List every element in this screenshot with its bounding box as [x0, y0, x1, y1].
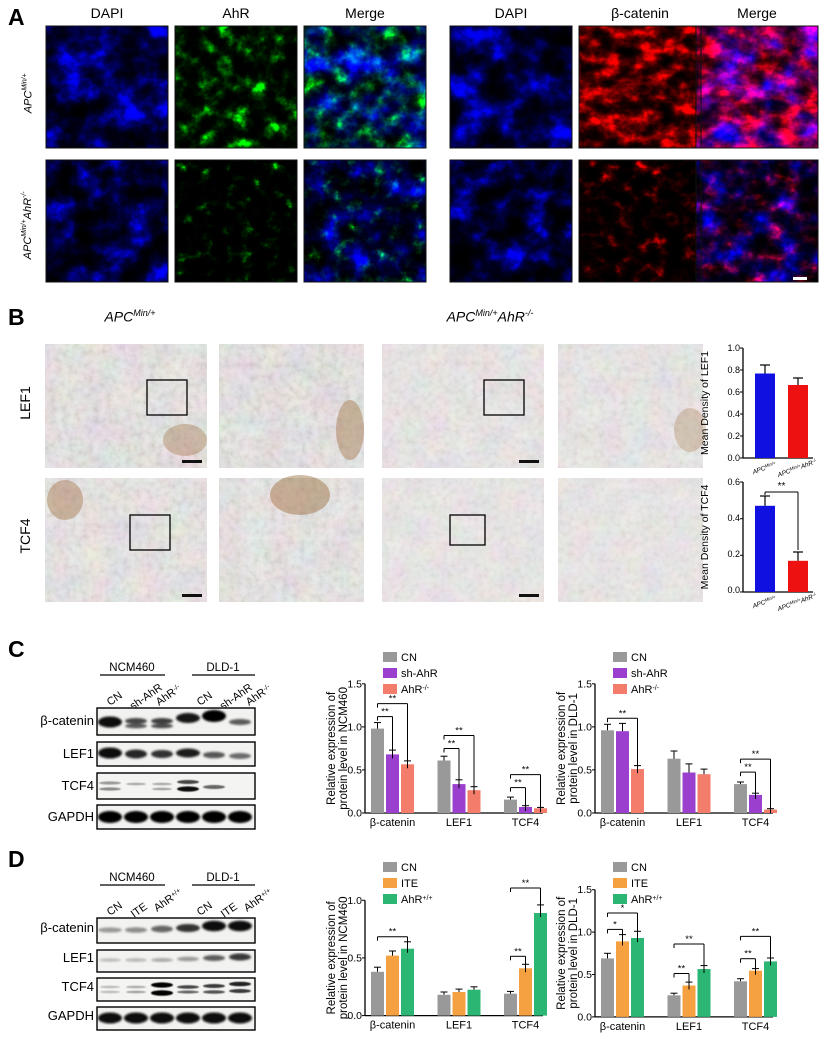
- svg-text:0.4: 0.4: [727, 409, 740, 419]
- svg-text:ITE: ITE: [401, 878, 418, 890]
- svg-text:0.6: 0.6: [727, 387, 740, 397]
- svg-text:Mean Density of TCF4: Mean Density of TCF4: [699, 484, 711, 589]
- svg-text:**: **: [678, 964, 686, 975]
- svg-text:β-catenin: β-catenin: [40, 713, 94, 728]
- svg-text:sh-AhR: sh-AhR: [401, 668, 438, 680]
- svg-text:LEF1: LEF1: [446, 817, 472, 829]
- svg-text:1.0: 1.0: [727, 343, 740, 353]
- svg-text:Relative expression of: Relative expression of: [556, 691, 568, 805]
- svg-text:APCMin/+: APCMin/+: [750, 594, 777, 611]
- svg-text:β-catenin: β-catenin: [370, 1020, 415, 1032]
- svg-text:1.5: 1.5: [577, 678, 592, 690]
- svg-text:APCMin/+AhR-/-: APCMin/+AhR-/-: [775, 591, 816, 614]
- svg-text:1.5: 1.5: [577, 884, 592, 896]
- svg-text:GAPDH: GAPDH: [48, 809, 94, 824]
- svg-text:LEF1: LEF1: [676, 1021, 702, 1033]
- svg-text:**: **: [455, 726, 463, 737]
- svg-text:0.0: 0.0: [727, 585, 740, 595]
- svg-text:CN: CN: [631, 862, 647, 874]
- svg-text:**: **: [381, 707, 389, 718]
- svg-text:CN: CN: [195, 899, 215, 918]
- svg-text:**: **: [389, 927, 397, 938]
- svg-text:CN: CN: [105, 899, 125, 918]
- svg-text:0.0: 0.0: [577, 808, 592, 820]
- svg-text:DLD-1: DLD-1: [206, 662, 239, 674]
- svg-text:**: **: [514, 946, 522, 957]
- svg-text:*: *: [621, 903, 625, 914]
- svg-text:**: **: [685, 934, 693, 945]
- svg-text:CN: CN: [195, 689, 215, 708]
- svg-text:**: **: [389, 694, 397, 705]
- svg-text:GAPDH: GAPDH: [48, 1008, 94, 1023]
- svg-text:CN: CN: [105, 689, 125, 708]
- svg-text:**: **: [744, 949, 752, 960]
- svg-text:Relative expression of: Relative expression of: [556, 896, 568, 1010]
- svg-text:0.4: 0.4: [727, 513, 740, 523]
- svg-text:**: **: [522, 765, 530, 776]
- svg-text:ITE: ITE: [631, 878, 648, 890]
- svg-text:protein level in DLD-1: protein level in DLD-1: [568, 693, 580, 804]
- svg-text:**: **: [744, 762, 752, 773]
- svg-text:β-catenin: β-catenin: [40, 920, 94, 935]
- svg-text:AhR+/+: AhR+/+: [401, 894, 433, 906]
- svg-text:**: **: [619, 708, 627, 719]
- svg-text:0.2: 0.2: [727, 549, 740, 559]
- svg-text:TCF4: TCF4: [742, 817, 770, 829]
- svg-text:**: **: [752, 926, 760, 937]
- svg-text:sh-AhR: sh-AhR: [631, 668, 668, 680]
- svg-text:Mean Density of LEF1: Mean Density of LEF1: [699, 351, 711, 455]
- svg-text:TCF4: TCF4: [512, 1020, 540, 1032]
- svg-text:AhR-/-: AhR-/-: [401, 684, 430, 696]
- svg-text:LEF1: LEF1: [63, 746, 94, 761]
- svg-text:AhR-/-: AhR-/-: [631, 684, 660, 696]
- svg-text:protein level in DLD-1: protein level in DLD-1: [568, 898, 580, 1009]
- svg-text:TCF4: TCF4: [512, 817, 540, 829]
- svg-text:0.0: 0.0: [577, 1011, 592, 1023]
- svg-text:DLD-1: DLD-1: [206, 872, 239, 884]
- svg-text:Relative expression of: Relative expression of: [326, 691, 338, 805]
- svg-text:NCM460: NCM460: [109, 872, 154, 884]
- svg-text:AhR+/+: AhR+/+: [631, 894, 663, 906]
- svg-text:β-catenin: β-catenin: [600, 1021, 645, 1033]
- svg-text:*: *: [613, 919, 617, 930]
- svg-text:LEF1: LEF1: [446, 1020, 472, 1032]
- svg-text:**: **: [448, 739, 456, 750]
- svg-text:0.8: 0.8: [727, 365, 740, 375]
- svg-text:0.6: 0.6: [727, 477, 740, 487]
- svg-text:AhR+/+: AhR+/+: [152, 887, 185, 915]
- svg-text:TCF4: TCF4: [742, 1021, 770, 1033]
- svg-text:0.2: 0.2: [727, 431, 740, 441]
- svg-text:Relative expression of: Relative expression of: [326, 901, 338, 1015]
- svg-text:LEF1: LEF1: [676, 817, 702, 829]
- svg-text:LEF1: LEF1: [63, 950, 94, 965]
- svg-text:**: **: [522, 878, 530, 889]
- svg-text:protein level in NCM460: protein level in NCM460: [338, 687, 350, 810]
- svg-text:TCF4: TCF4: [62, 778, 95, 793]
- svg-text:CN: CN: [401, 652, 417, 664]
- svg-text:AhR+/+: AhR+/+: [242, 887, 275, 915]
- svg-text:**: **: [778, 481, 786, 492]
- svg-text:NCM460: NCM460: [109, 662, 154, 674]
- svg-text:β-catenin: β-catenin: [370, 817, 415, 829]
- svg-text:**: **: [752, 749, 760, 760]
- svg-text:β-catenin: β-catenin: [600, 817, 645, 829]
- svg-text:TCF4: TCF4: [62, 979, 95, 994]
- svg-text:protein level in NCM460: protein level in NCM460: [338, 897, 350, 1020]
- svg-text:CN: CN: [631, 652, 647, 664]
- svg-text:CN: CN: [401, 862, 417, 874]
- svg-text:**: **: [514, 778, 522, 789]
